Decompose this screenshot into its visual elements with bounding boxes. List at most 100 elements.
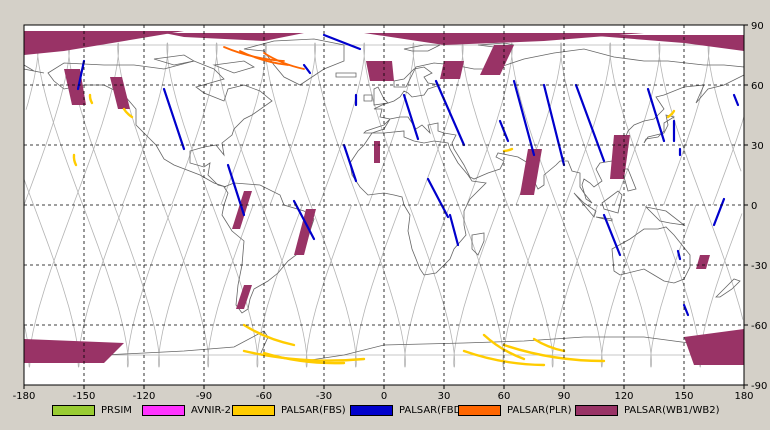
fbs-coverage-track [242,349,366,362]
legend-item: PALSAR(FBS) [232,403,346,417]
fbd-coverage-track [342,143,358,183]
legend-label: PALSAR(FBS) [281,404,346,416]
coastline-segment [403,44,441,52]
wb-coverage-strip [696,255,710,269]
legend-swatch [232,404,275,416]
x-tick-label: -120 [133,391,156,402]
wb-coverage-strip [684,329,744,365]
wb-coverage-strip [164,33,304,41]
legend-swatch [52,404,95,416]
orbit-track [220,42,402,368]
fbs-coverage-track [462,349,546,367]
fbd-coverage-track [162,87,186,151]
fbd-coverage-track [322,33,362,51]
coastline-segment [153,54,196,66]
x-tick-label: 150 [674,391,693,402]
x-tick-label: 60 [498,391,511,402]
legend-item: PALSAR(WB1/WB2) [575,403,720,417]
wb-coverage-strip [236,285,252,309]
fbd-coverage-track [292,199,316,241]
y-tick-label: 0 [751,201,757,212]
coastline-segment [363,94,373,102]
orbit-track [466,42,648,368]
x-tick-label: 120 [614,391,633,402]
x-tick-label: 30 [438,391,451,402]
fbs-coverage-track [242,323,296,347]
wb-coverage-strip [366,61,394,81]
fbd-coverage-track [226,163,246,217]
fbs-coverage-track [122,107,134,119]
legend-swatch [142,404,185,416]
legend-swatch [350,404,393,416]
y-tick-label: -30 [751,261,767,272]
fbs-coverage-track [532,337,566,353]
fbd-coverage-track [646,87,666,143]
legend-swatch [575,404,618,416]
fbd-coverage-track [682,303,690,317]
y-tick-label: 60 [751,81,764,92]
legend-item: AVNIR-2 [142,403,231,417]
fbd-coverage-track [498,119,510,143]
coastline-segment [373,86,389,106]
coastline-segment [595,216,613,222]
x-tick-label: -60 [256,391,272,402]
fbd-coverage-track [512,79,536,157]
legend-label: AVNIR-2 [191,404,231,416]
wb-coverage-strip [24,339,124,363]
wb-coverage-strip [294,209,316,255]
x-tick-label: 180 [734,391,753,402]
x-tick-label: -30 [316,391,332,402]
y-tick-label: 90 [751,21,764,32]
x-tick-label: -150 [73,391,96,402]
legend-swatch [458,404,501,416]
wb-coverage-strip [480,45,514,75]
fbs-coverage-track [666,109,676,119]
coastline-segment [363,48,745,204]
fbs-coverage-track [262,351,346,365]
coastline-segment [335,72,357,78]
axis-ticks: -180 -150 -120 -90 -60 -30 0 30 60 90 120 150 180 90 6… [13,21,768,402]
fbd-coverage-track [676,249,682,261]
legend-item: PALSAR(PLR) [458,403,571,417]
coastline-segment [471,232,485,256]
coastline-segment [212,60,255,74]
fbd-coverage-track [542,83,566,167]
fbd-coverage-track [448,213,460,247]
fbd-coverage-track [602,213,622,257]
fbs-coverage-track [72,153,78,167]
coastline-segment [601,190,623,214]
legend-item: PRSIM [52,403,132,417]
coastline-segment [644,206,686,226]
coastlines [23,38,745,386]
fbd-coverage-track [574,83,606,163]
x-tick-label: -180 [13,391,36,402]
y-tick-label: 30 [751,141,764,152]
graticule [24,25,744,385]
wb-coverage-strip [610,135,630,179]
x-tick-label: 90 [558,391,571,402]
fbs-coverage-track [502,343,606,363]
fbd-coverage-track [76,59,86,91]
wb-coverage-strip [440,61,464,79]
legend-label: PALSAR(PLR) [507,404,572,416]
y-tick-label: -90 [751,381,767,392]
fbs-coverage-track [482,333,526,361]
y-tick-label: -60 [751,321,767,332]
legend-item: PALSAR(FBD) [350,403,465,417]
wb-coverage-strip [520,149,542,195]
coastline-segment [349,130,487,276]
fbs-coverage-track [88,93,94,105]
wb-coverage-strip [584,35,744,51]
legend-label: PRSIM [101,404,132,416]
coastline-segment [573,192,597,218]
fbs-coverage-track [502,147,514,153]
legend-label: PALSAR(WB1/WB2) [624,404,720,416]
plr-coverage-track [239,50,289,66]
fbd-coverage-track [712,197,726,227]
coastline-segment [47,60,273,188]
fbd-coverage-track [732,93,740,107]
fbd-coverage-track [302,63,312,75]
fbd-coverage-track [402,93,420,141]
